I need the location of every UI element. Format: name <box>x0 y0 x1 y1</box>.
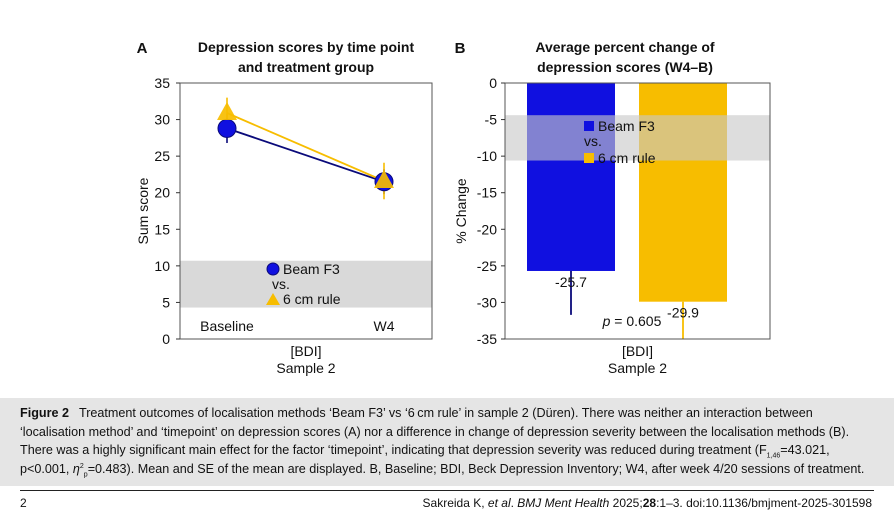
panel-b-x-axis-label-line-2: Sample 2 <box>608 360 667 376</box>
panel-b-plot-frame <box>504 82 771 340</box>
panel-a-title-line-1: Depression scores by time point <box>198 39 415 55</box>
panel-b-y-tick-label: -25 <box>477 258 497 274</box>
panel-a-legend-rule-label: 6 cm rule <box>283 291 341 307</box>
panel-a: A Depression scores by time point and trea… <box>135 39 433 376</box>
panel-a-series-line <box>226 127 385 183</box>
panel-a-letter: A <box>137 40 148 57</box>
panel-a-y-tick-label: 5 <box>162 294 170 310</box>
page-number: 2 <box>20 496 27 510</box>
caption-line-3: There was a highly significant main effe… <box>20 443 767 457</box>
caption-area: Figure 2 Treatment outcomes of localisati… <box>0 398 894 486</box>
citation-etal: et al <box>487 496 511 510</box>
panel-a-x-axis-label-line-1: [BDI] <box>290 343 321 359</box>
panel-b-x-axis-label-line-1: [BDI] <box>622 343 653 359</box>
citation-sep: . <box>510 496 518 510</box>
citation-authors: Sakreida K, <box>422 496 488 510</box>
panel-b-value-label-6cm-rule: -29.9 <box>667 305 699 321</box>
figure-2-charts: A Depression scores by time point and trea… <box>135 39 771 376</box>
panel-a-y-tick-label: 35 <box>154 75 170 91</box>
panel-b-legend-beam-marker <box>584 121 594 131</box>
panel-a-legend-band <box>180 260 432 308</box>
caption-eta-sub: p <box>83 471 88 479</box>
panel-b-title-line-2: depression scores (W4–B) <box>537 59 713 75</box>
panel-b-y-tick-label: -5 <box>485 112 498 128</box>
panel-a-y-axis-label: Sum score <box>135 177 151 244</box>
panel-a-legend-beam-marker <box>266 262 280 276</box>
panel-a-x-category-label: Baseline <box>200 318 254 334</box>
panel-b-y-tick-label: -35 <box>477 331 497 347</box>
footer-divider <box>20 490 874 491</box>
panel-b-y-axis-label: % Change <box>453 178 469 244</box>
panel-b-title-line-1: Average percent change of <box>535 39 715 55</box>
citation-volume: 28 <box>642 496 657 510</box>
caption-line-4: p<0.001, <box>20 461 73 476</box>
caption-eta: η <box>72 461 80 476</box>
panel-b-y-tick-label: -20 <box>477 221 497 237</box>
panel-b-bar-beam-f3 <box>527 83 615 271</box>
panel-a-series-line <box>226 112 385 182</box>
panel-b-p-value-annotation: p = 0.605 <box>602 313 662 329</box>
panel-a-x-axis-label-line-2: Sample 2 <box>276 360 335 376</box>
panel-b-p-value: = 0.605 <box>610 313 661 329</box>
panel-a-point-6cm-rule <box>374 170 394 189</box>
panel-b-legend-beam-label: Beam F3 <box>598 118 655 134</box>
panel-b-y-tick-label: -30 <box>477 294 497 310</box>
figure-caption: Figure 2 Treatment outcomes of localisati… <box>20 404 870 478</box>
panel-b-p-symbol: p <box>602 313 611 329</box>
citation-year: 2025; <box>609 496 643 510</box>
panel-a-y-tick-label: 30 <box>154 112 170 128</box>
panel-a-point-6cm-rule <box>217 101 237 120</box>
panel-b: B Average percent change of depression sco… <box>453 39 771 376</box>
panel-a-y-tick-label: 25 <box>154 148 170 164</box>
panel-a-y-tick-label: 20 <box>154 185 170 201</box>
panel-b-letter: B <box>455 40 466 57</box>
citation: Sakreida K, et al. BMJ Ment Health 2025;… <box>423 496 872 510</box>
panel-a-y-tick-label: 0 <box>162 331 170 347</box>
panel-b-legend-band <box>505 115 770 161</box>
caption-figure-label: Figure 2 <box>20 406 69 420</box>
panel-b-y-tick-label: 0 <box>489 75 497 91</box>
panel-a-legend-rule-marker <box>266 293 280 305</box>
citation-pages-doi: :1–3. doi:10.1136/bmjment-2025-301598 <box>656 496 872 510</box>
figure-2: A Depression scores by time point and trea… <box>20 20 872 398</box>
panel-a-x-category-label: W4 <box>374 318 395 334</box>
caption-eta-sup: 2 <box>79 462 84 470</box>
caption-line-2: ‘localisation method’ and ‘timepoint’ on… <box>20 424 850 439</box>
panel-a-title-line-2: and treatment group <box>238 59 374 75</box>
panel-b-legend-rule-label: 6 cm rule <box>598 150 656 166</box>
caption-line-4-end: =0.483). Mean and SE of the mean are dis… <box>87 461 865 476</box>
panel-a-y-tick-label: 15 <box>154 221 170 237</box>
citation-journal: BMJ Ment Health <box>517 496 610 510</box>
panel-b-legend-rule-marker <box>584 153 594 163</box>
panel-a-legend-beam-label: Beam F3 <box>283 261 340 277</box>
panel-a-point-beam-f3 <box>217 118 237 138</box>
panel-a-legend-vs: vs. <box>272 276 290 292</box>
panel-b-y-tick-label: -10 <box>477 148 497 164</box>
caption-f-df: 1,46 <box>766 452 781 460</box>
caption-line-1: Treatment outcomes of localisation metho… <box>79 406 813 420</box>
panel-a-y-tick-label: 10 <box>154 258 170 274</box>
caption-line-3-end: =43.021, <box>780 443 830 457</box>
panel-b-y-tick-label: -15 <box>477 185 497 201</box>
panel-b-value-label-beam-f3: -25.7 <box>555 274 587 290</box>
panel-b-legend-vs: vs. <box>584 133 602 149</box>
panel-a-plot-frame <box>179 82 433 340</box>
